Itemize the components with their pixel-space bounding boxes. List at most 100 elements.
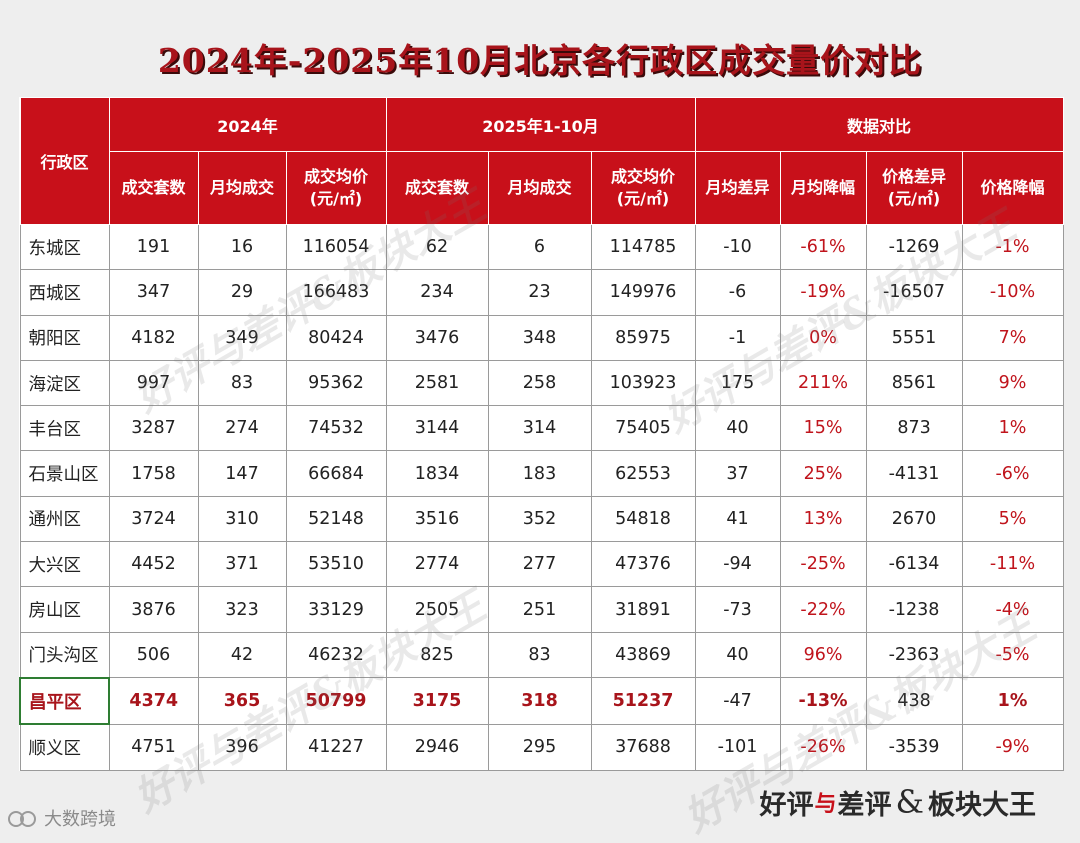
monthly-diff-cell: -47 xyxy=(694,677,781,725)
monthly-2025-cell: 318 xyxy=(487,677,592,725)
header-avg-price-2024-line1: 成交均价 xyxy=(303,167,368,186)
monthly-drop-cell: 0% xyxy=(779,314,867,361)
monthly-diff-cell: 41 xyxy=(694,495,781,543)
deals-2025-cell: 3144 xyxy=(385,405,489,452)
monthly-drop-cell: 13% xyxy=(779,495,867,543)
monthly-2025-cell: 23 xyxy=(487,269,592,316)
header-monthly-2025: 月均成交 xyxy=(487,151,592,225)
price-2024-cell: 50799 xyxy=(285,677,387,725)
monthly-drop-cell: -25% xyxy=(779,541,867,588)
monthly-diff-cell: -101 xyxy=(694,723,781,771)
price-diff-cell: -2363 xyxy=(865,631,963,679)
header-monthly-2024: 月均成交 xyxy=(197,151,287,225)
table-row: 西城区 347 29 166483 234 23 149976 -6 -19% … xyxy=(19,269,1064,316)
monthly-diff-cell: 40 xyxy=(694,631,781,679)
district-cell: 西城区 xyxy=(19,269,110,316)
brand-logo: 好评与差评 & 板块大王 xyxy=(760,778,1037,826)
deals-2024-cell: 4182 xyxy=(108,314,199,361)
deals-2025-cell: 234 xyxy=(385,269,489,316)
price-2025-cell: 62553 xyxy=(590,450,696,497)
price-diff-cell: 5551 xyxy=(865,314,963,361)
price-drop-cell: 1% xyxy=(961,677,1064,725)
price-2024-cell: 41227 xyxy=(285,723,387,771)
monthly-2024-cell: 42 xyxy=(197,631,287,679)
brand-accent: 与 xyxy=(814,791,837,817)
price-diff-cell: 873 xyxy=(865,405,963,452)
monthly-diff-cell: -1 xyxy=(694,314,781,361)
monthly-2025-cell: 83 xyxy=(487,631,592,679)
table-row: 海淀区 997 83 95362 2581 258 103923 175 211… xyxy=(19,359,1064,407)
monthly-2024-cell: 323 xyxy=(197,586,287,633)
comparison-table: 行政区 2024年 2025年1-10月 数据对比 成交套数 月均成交 成交均价… xyxy=(19,97,1064,771)
deals-2025-cell: 2505 xyxy=(385,586,489,633)
price-drop-cell: -10% xyxy=(961,269,1064,316)
header-avg-price-2025: 成交均价 (元/㎡) xyxy=(590,151,696,225)
monthly-2025-cell: 295 xyxy=(487,723,592,771)
table-row: 门头沟区 506 42 46232 825 83 43869 40 96% -2… xyxy=(19,631,1064,679)
table-row: 东城区 191 16 116054 62 6 114785 -10 -61% -… xyxy=(19,223,1064,271)
price-drop-cell: -9% xyxy=(961,723,1064,771)
table-row: 石景山区 1758 147 66684 1834 183 62553 37 25… xyxy=(19,450,1064,497)
price-diff-cell: -1238 xyxy=(865,586,963,633)
price-drop-cell: 7% xyxy=(961,314,1064,361)
deals-2024-cell: 506 xyxy=(108,631,199,679)
district-cell-highlighted: 昌平区 xyxy=(19,676,110,726)
header-price-diff-line1: 价格差异 xyxy=(882,167,947,186)
district-cell: 通州区 xyxy=(19,495,110,543)
price-diff-cell: 8561 xyxy=(865,359,963,407)
district-cell: 石景山区 xyxy=(19,450,110,497)
price-diff-cell: -1269 xyxy=(865,223,963,271)
price-2024-cell: 66684 xyxy=(285,450,387,497)
monthly-2025-cell: 277 xyxy=(487,541,592,588)
district-cell: 房山区 xyxy=(19,586,110,633)
monthly-drop-cell: 96% xyxy=(779,631,867,679)
deals-2024-cell: 3876 xyxy=(108,586,199,633)
monthly-diff-cell: -94 xyxy=(694,541,781,588)
price-diff-cell: -16507 xyxy=(865,269,963,316)
district-cell: 海淀区 xyxy=(19,359,110,407)
price-diff-cell: -3539 xyxy=(865,723,963,771)
monthly-drop-cell: -13% xyxy=(779,677,867,725)
monthly-2024-cell: 83 xyxy=(197,359,287,407)
price-2025-cell: 37688 xyxy=(590,723,696,771)
monthly-2024-cell: 365 xyxy=(197,677,287,725)
brand-part4: 评 xyxy=(864,789,892,821)
header-avg-price-2024-line2: (元/㎡) xyxy=(309,189,363,208)
header-avg-price-2025-line1: 成交均价 xyxy=(611,167,676,186)
price-2024-cell: 53510 xyxy=(285,541,387,588)
price-2024-cell: 116054 xyxy=(285,223,387,271)
price-2024-cell: 46232 xyxy=(285,631,387,679)
table-row-highlighted: 昌平区 4374 365 50799 3175 318 51237 -47 -1… xyxy=(19,676,1064,726)
price-2025-cell: 31891 xyxy=(590,586,696,633)
price-diff-cell: -4131 xyxy=(865,450,963,497)
monthly-drop-cell: -61% xyxy=(779,223,867,271)
monthly-2024-cell: 274 xyxy=(197,405,287,452)
table-row: 顺义区 4751 396 41227 2946 295 37688 -101 -… xyxy=(19,723,1064,771)
monthly-drop-cell: -26% xyxy=(779,723,867,771)
price-drop-cell: -5% xyxy=(961,631,1064,679)
monthly-drop-cell: -22% xyxy=(779,586,867,633)
table-row: 通州区 3724 310 52148 3516 352 54818 41 13%… xyxy=(19,495,1064,543)
monthly-2025-cell: 348 xyxy=(487,314,592,361)
brand-part5: 板块大王 xyxy=(928,789,1036,821)
deals-2024-cell: 3287 xyxy=(108,405,199,452)
deals-2025-cell: 62 xyxy=(385,223,489,271)
monthly-2024-cell: 349 xyxy=(197,314,287,361)
monthly-diff-cell: 40 xyxy=(694,405,781,452)
monthly-2024-cell: 147 xyxy=(197,450,287,497)
deals-2024-cell: 3724 xyxy=(108,495,199,543)
deals-2024-cell: 4374 xyxy=(108,677,199,725)
price-2024-cell: 95362 xyxy=(285,359,387,407)
price-2025-cell: 114785 xyxy=(590,223,696,271)
price-2024-cell: 80424 xyxy=(285,314,387,361)
district-cell: 顺义区 xyxy=(19,723,110,771)
price-2024-cell: 166483 xyxy=(285,269,387,316)
monthly-2024-cell: 16 xyxy=(197,223,287,271)
header-group-2024: 2024年 xyxy=(108,97,387,152)
price-2025-cell: 47376 xyxy=(590,541,696,588)
district-cell: 大兴区 xyxy=(19,541,110,588)
deals-2024-cell: 1758 xyxy=(108,450,199,497)
deals-2024-cell: 997 xyxy=(108,359,199,407)
price-2024-cell: 74532 xyxy=(285,405,387,452)
monthly-2024-cell: 310 xyxy=(197,495,287,543)
